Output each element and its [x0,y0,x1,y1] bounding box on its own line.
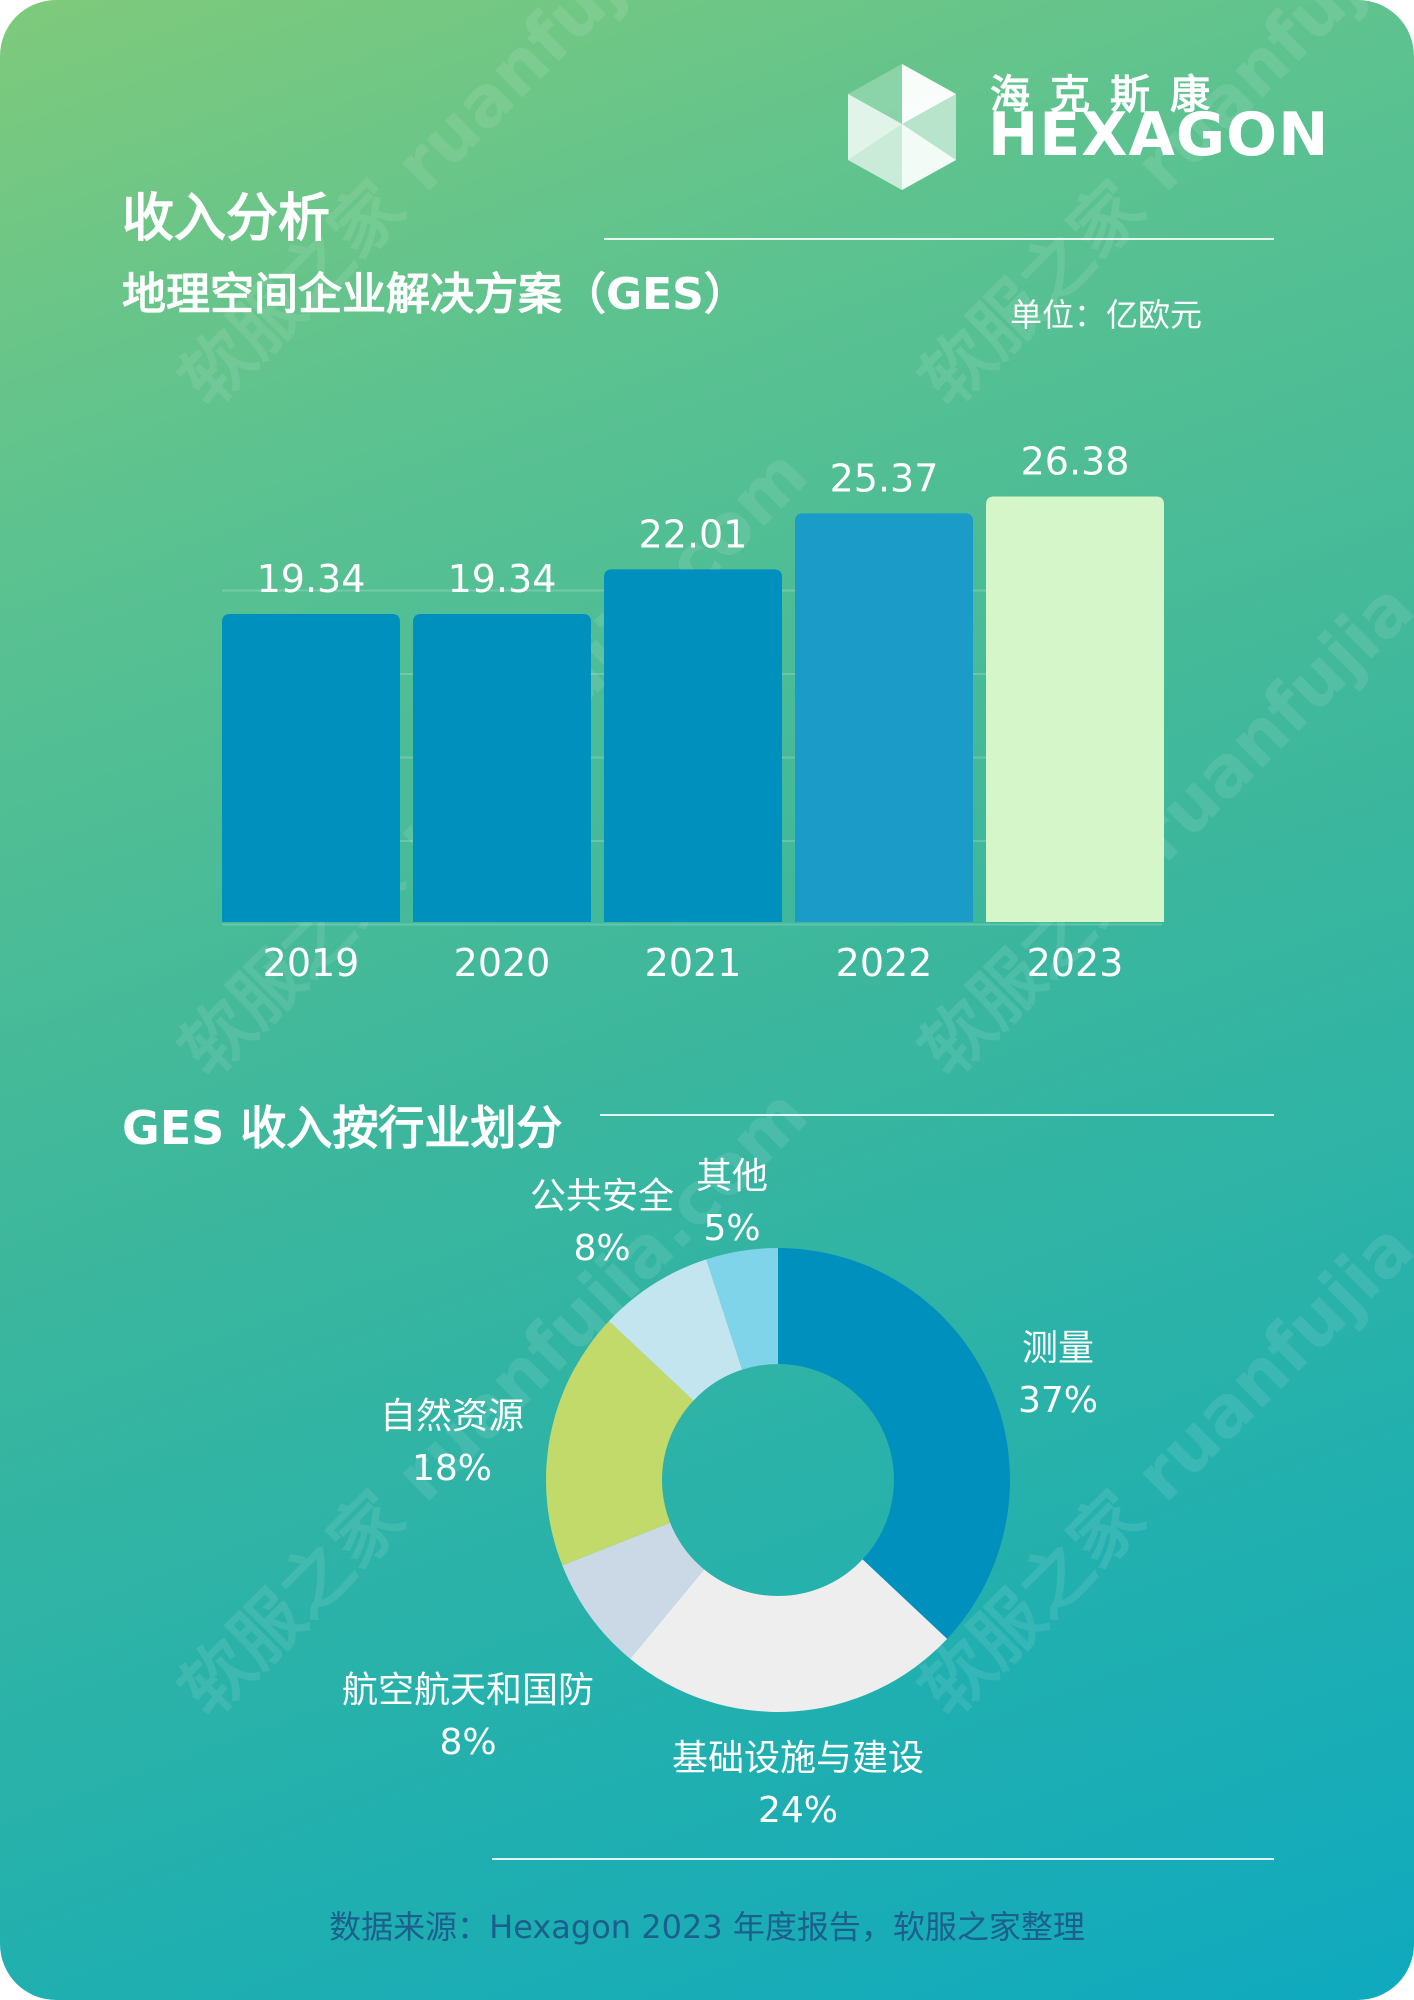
slice-label: 其他 [696,1156,768,1197]
x-tick-label: 2019 [263,941,360,985]
donut-slice [546,1321,694,1566]
slice-label: 测量 [1022,1328,1094,1369]
donut-slice [562,1522,705,1659]
bar-chart: 19.34 19.34 22.01 25.37 26.38 2019 2020 2021 20… [222,439,1164,985]
slice-label: 航空航天和国防 [342,1670,594,1711]
slice-label: 公共安全 [530,1176,674,1217]
bar-value-label: 19.34 [257,557,366,601]
section-title-industry: GES 收入按行业划分 [122,1101,563,1155]
bar-value-label: 26.38 [1021,439,1130,483]
footer-divider [492,1858,1274,1860]
bar-value-label: 19.34 [448,557,557,601]
donut-slice [778,1248,1010,1639]
x-tick-label: 2023 [1027,941,1124,985]
bar-value-label: 22.01 [639,512,748,556]
slice-label: 自然资源 [380,1396,524,1437]
slice-percent: 18% [412,1448,492,1489]
x-tick-label: 2021 [645,941,742,985]
donut-slice [608,1259,743,1401]
bar-value-label: 25.37 [830,456,939,500]
unit-label: 单位：亿欧元 [1010,296,1203,334]
bar-2020 [413,614,591,922]
bar-2019 [222,614,400,922]
slice-percent: 5% [703,1208,760,1249]
donut-slice [706,1248,778,1370]
slice-percent: 37% [1018,1380,1098,1421]
donut-chart: 测量 37% 基础设施与建设 24% 航空航天和国防 8% 自然资源 18% 公共安全 8% 其他 5… [342,1156,1098,1831]
slice-label: 基础设施与建设 [672,1738,924,1779]
hexagon-logo-icon [848,64,956,190]
x-tick-label: 2022 [836,941,933,985]
slice-percent: 8% [439,1722,496,1763]
section-divider [600,1114,1274,1116]
x-tick-label: 2020 [454,941,551,985]
bar-2021 [604,569,782,922]
slice-percent: 8% [573,1228,630,1269]
title-divider [604,238,1274,240]
chart-subtitle: 地理空间企业解决方案（GES） [122,269,748,320]
bar-2023 [986,496,1164,922]
donut-slice [630,1559,948,1712]
bar-2022 [795,513,973,922]
logo-english-name: HEXAGON [988,100,1330,170]
logo-chinese-name: 海克斯康 [990,72,1230,118]
source-note: 数据来源：Hexagon 2023 年度报告，软服之家整理 [329,1908,1085,1946]
page-title: 收入分析 [122,189,331,249]
slice-percent: 24% [758,1790,838,1831]
